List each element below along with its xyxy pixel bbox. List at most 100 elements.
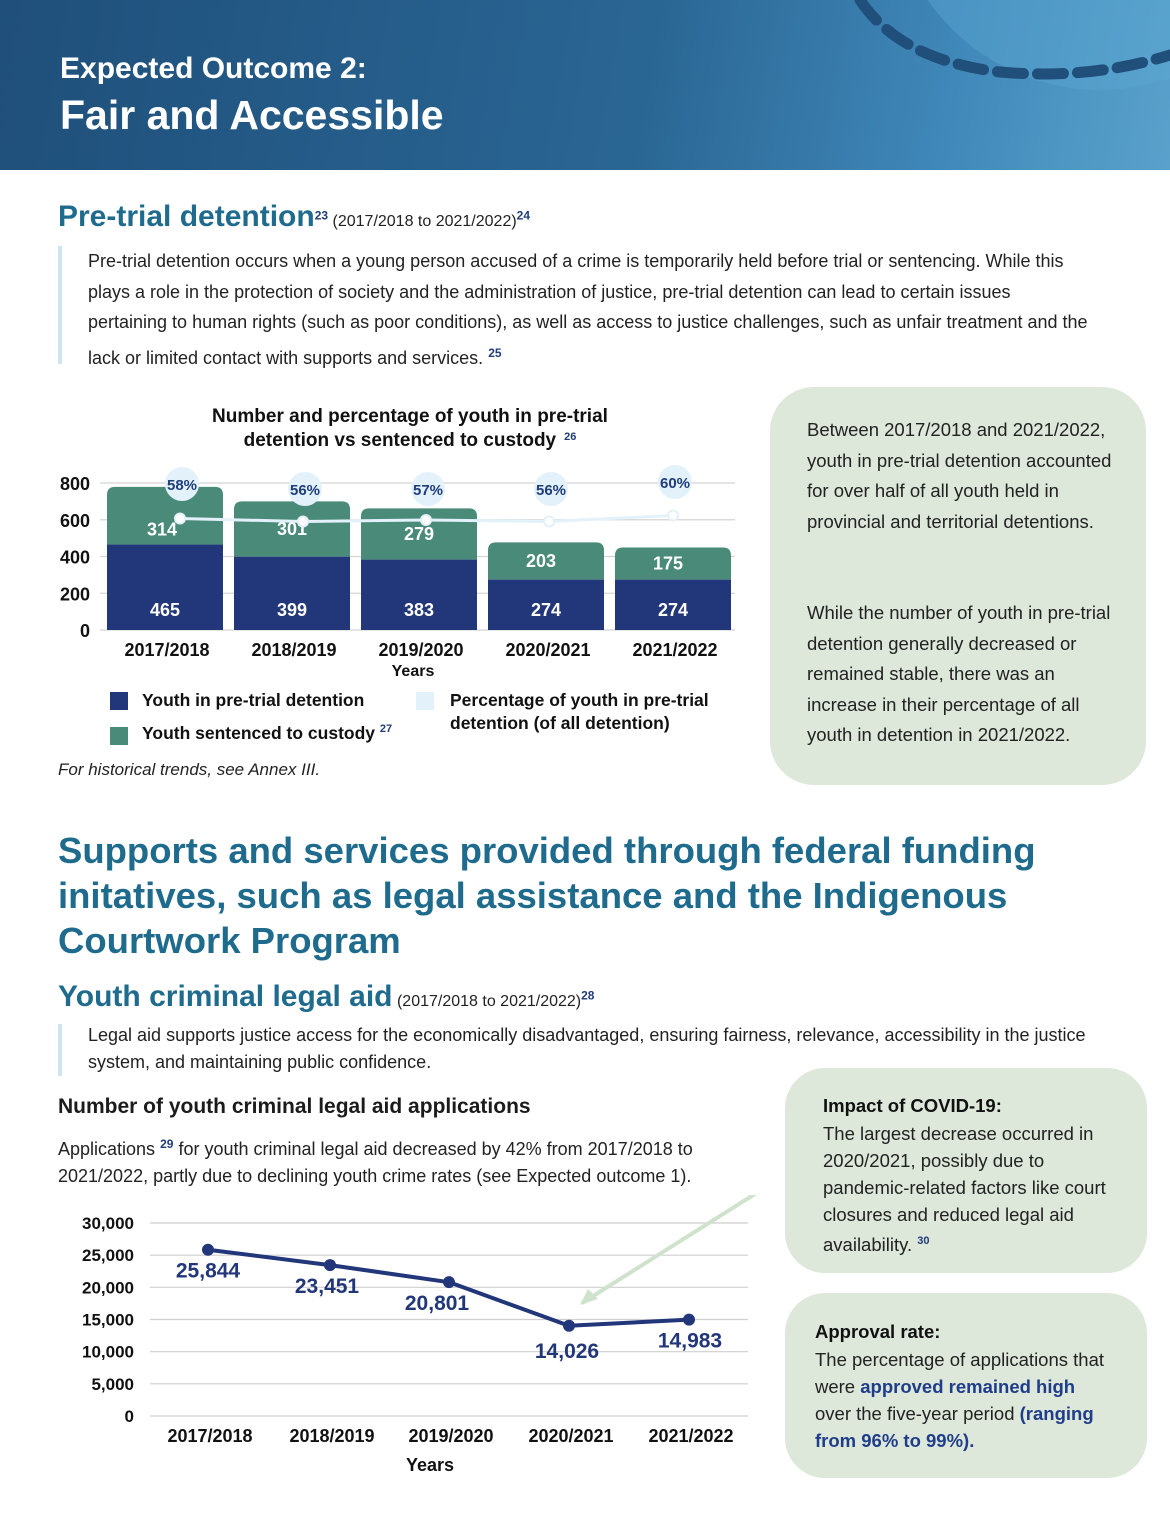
approval-text-mid: over the five-year period (815, 1403, 1015, 1424)
banner-title: Fair and Accessible (60, 92, 444, 138)
percentage-bubble (658, 465, 692, 499)
approval-highlight: approved remained high (860, 1376, 1076, 1397)
desc-text: Applications (58, 1139, 156, 1159)
data-point (202, 1243, 214, 1256)
data-label: 14,026 (535, 1340, 599, 1363)
callout-arrow-head (580, 1289, 598, 1305)
quote-bar (58, 1024, 62, 1076)
chart-heading: Number of youth criminal legal aid appli… (58, 1095, 531, 1118)
paragraph-text: Pre-trial detention occurs when a young … (88, 251, 1088, 368)
data-point (563, 1319, 575, 1332)
percentage-bubble (288, 472, 322, 506)
x-tick-label: 2017/2018 (124, 640, 209, 660)
bar-value-sentenced: 203 (526, 551, 556, 571)
desc-text: for youth criminal legal aid decreased b… (58, 1139, 693, 1186)
y-tick-label: 600 (60, 511, 90, 531)
section-heading-supports: Supports and services provided through f… (58, 830, 1036, 961)
bar-pretrial (107, 544, 223, 630)
chart-title-line2: detention vs sentenced to custody 26 (244, 430, 577, 451)
x-tick-label: 2019/2020 (378, 640, 463, 660)
covid-text: The largest decrease occurred in 2020/20… (823, 1120, 1123, 1258)
y-tick-label: 15,000 (82, 1311, 134, 1330)
legend-swatch-sentenced (110, 727, 128, 745)
bar-value-pretrial: 274 (531, 600, 561, 620)
chart-description: Applications 29 for youth criminal legal… (58, 1131, 758, 1190)
y-tick-label: 30,000 (82, 1214, 134, 1233)
percentage-bubble (534, 472, 568, 506)
x-tick-label: 2017/2018 (167, 1426, 252, 1446)
x-axis-title: Years (406, 1455, 454, 1475)
x-tick-label: 2021/2022 (648, 1426, 733, 1446)
approval-text-pre: The percentage of applications that were (815, 1349, 1104, 1397)
bar-sentenced (488, 542, 604, 580)
legend-swatch-percentage (416, 692, 434, 710)
callout-box-covid: Impact of COVID-19: The largest decrease… (785, 1068, 1147, 1273)
y-tick-label: 0 (80, 621, 90, 641)
legal-aid-chart: 0 5,000 10,000 15,000 20,000 25,000 30,000 25,… (82, 1195, 758, 1475)
bar-sentenced (107, 486, 223, 545)
data-point (683, 1313, 695, 1326)
footnote-ref: 26 (564, 431, 576, 443)
footnote-ref: 27 (379, 723, 393, 736)
section-heading-pretrial: Pre-trial detention23 (2017/2018 to 2021… (58, 200, 530, 234)
bar-value-sentenced: 175 (653, 554, 683, 574)
y-tick-label: 200 (60, 584, 90, 604)
footnote-ref: 29 (160, 1137, 174, 1151)
percentage-point (543, 515, 555, 528)
subheading-subtitle: (2017/2018 to 2021/2022) (396, 993, 582, 1010)
data-label: 25,844 (176, 1260, 241, 1283)
legend-label-pretrial: Youth in pre-trial detention (142, 690, 365, 710)
covid-title: Impact of COVID-19: (823, 1095, 1002, 1116)
banner-pretitle: Expected Outcome 2: (60, 52, 367, 85)
footnote-ref: 30 (917, 1235, 930, 1247)
y-tick-label: 25,000 (82, 1246, 134, 1265)
bar-value-sentenced: 279 (404, 524, 434, 544)
bar-pretrial (234, 556, 350, 630)
x-tick-label: 2018/2019 (289, 1426, 374, 1446)
heading-text: Pre-trial detention (58, 200, 315, 233)
data-point (324, 1259, 336, 1272)
bar-sentenced (615, 547, 731, 580)
callout-text-1: Between 2017/2018 and 2021/2022, youth i… (807, 419, 1112, 532)
footnote-ref: 25 (488, 345, 502, 360)
decorative-dashed-arc (854, 0, 1170, 90)
data-point (443, 1276, 455, 1289)
chart-title: Number and percentage of youth in pre-tr… (212, 406, 608, 427)
approval-text: The percentage of applications that were… (815, 1346, 1105, 1454)
historical-note: For historical trends, see Annex III. (58, 760, 321, 779)
pretrial-chart: Number and percentage of youth in pre-tr… (60, 406, 735, 680)
x-tick-label: 2020/2021 (505, 640, 590, 660)
bar-pretrial (361, 559, 477, 630)
footnote-ref: 23 (314, 208, 329, 223)
legend-label-percentage: Percentage of youth in pre-trial detenti… (450, 690, 709, 733)
y-tick-label: 800 (60, 474, 90, 494)
x-axis-title: Years (392, 663, 435, 680)
data-label: 14,983 (658, 1330, 722, 1353)
heading-subtitle: (2017/2018 to 2021/2022) (332, 213, 517, 230)
percentage-label: 60% (660, 475, 690, 492)
y-tick-label: 5,000 (91, 1375, 134, 1394)
bar-pretrial (488, 579, 604, 630)
covid-body: The largest decrease occurred in 2020/20… (823, 1123, 1106, 1256)
pretrial-paragraph: Pre-trial detention occurs when a young … (88, 246, 1088, 373)
approval-range: (ranging from 96% to 99%). (815, 1403, 1094, 1451)
percentage-label: 58% (167, 477, 197, 494)
section-heading-legal-aid: Youth criminal legal aid (2017/2018 to 2… (58, 980, 594, 1014)
x-tick-label: 2018/2019 (251, 640, 336, 660)
bar-sentenced (234, 501, 350, 557)
bar-value-pretrial: 399 (277, 600, 307, 620)
footnote-ref: 24 (516, 208, 531, 223)
percentage-point (667, 509, 679, 522)
x-tick-label: 2020/2021 (528, 1426, 613, 1446)
y-tick-label: 400 (60, 548, 90, 568)
bar-value-sentenced: 314 (147, 520, 177, 540)
bar-value-pretrial: 274 (658, 600, 688, 620)
callout-box-approval: Approval rate: The percentage of applica… (785, 1293, 1147, 1478)
bar-value-pretrial: 465 (150, 600, 180, 620)
bar-pretrial (615, 579, 731, 630)
legend-label-sentenced: Youth sentenced to custody 27 (142, 723, 392, 744)
legal-aid-paragraph: Legal aid supports justice access for th… (88, 1025, 1086, 1072)
subheading-text: Youth criminal legal aid (58, 980, 393, 1013)
bar-value-pretrial: 383 (404, 600, 434, 620)
approval-title: Approval rate: (815, 1321, 941, 1342)
